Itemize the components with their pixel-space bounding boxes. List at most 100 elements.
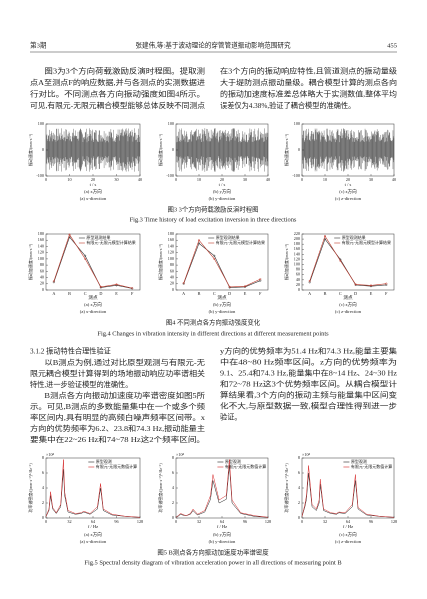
panel-label-en: (b) y-direction <box>209 539 236 544</box>
x-tick-label: D <box>99 291 102 296</box>
x-tick-label: 20 <box>91 177 95 182</box>
y-tick-label: 180 <box>168 231 174 236</box>
y-tick-label: 0 <box>172 287 174 292</box>
y-tick-label: 0 <box>172 147 174 152</box>
header-title: 张建伟,等:基于波动理论的穿管管道振动影响范围研究 <box>135 41 291 50</box>
body-line: 点A至测点F的响应数据,并与各测点的实测数据进 <box>30 78 205 87</box>
point-marker <box>52 280 55 283</box>
y-axis-label: 功率谱密度/((mm·s⁻²)²·Hz⁻¹) <box>157 463 163 513</box>
y-tick-label: 0 <box>298 515 300 520</box>
legend-label: 有限元-无限元数值计算 <box>96 463 137 469</box>
point-marker <box>213 254 216 257</box>
plot-frame <box>45 233 141 291</box>
x-tick-label: A <box>52 291 55 296</box>
point-marker <box>385 282 388 285</box>
body-line: 算结果看,3个方向的振动主频与能量集中区间变 <box>220 391 397 400</box>
x-tick-label: 0 <box>175 519 177 524</box>
panel-label-cn: (b) y方向 <box>213 188 231 195</box>
panel-label-cn: (b) y方向 <box>213 301 231 308</box>
x-tick-label: 20 <box>346 177 350 182</box>
point-marker <box>370 284 373 287</box>
y-tick-label: 20 <box>296 282 300 287</box>
x-tick-label: E <box>244 291 247 296</box>
y-tick-label: 180 <box>38 231 44 236</box>
body-line: 示。可见,B测点的多数能量集中在一个或多个频 <box>30 402 205 411</box>
body-line: 要集中在22~26 Hz和74~78 Hz这2个频率区间。 <box>30 435 205 444</box>
y-tick-label: 100 <box>168 256 174 261</box>
panel-label-cn: (c) z方向 <box>339 531 357 538</box>
y-axis-label: 功率谱密度/((mm·s⁻²)²·Hz⁻¹) <box>27 463 33 513</box>
series-line <box>309 235 387 286</box>
y-axis-label: 振动加速度/(mm·s⁻²) <box>27 243 33 280</box>
y-tick-label: 60 <box>296 272 300 277</box>
x-tick-label: 32 <box>323 519 327 524</box>
panel-label-en: (c) z-direction <box>335 309 362 314</box>
y-tick-label: 2 <box>298 500 300 505</box>
y-multiplier: ×10⁴ <box>46 452 55 457</box>
series-line <box>301 465 395 518</box>
y-tick-label: 80 <box>296 267 300 272</box>
y-tick-label: 20 <box>40 281 44 286</box>
x-tick-label: E <box>370 291 373 296</box>
point-marker <box>243 285 246 288</box>
body-line: 误差仅为4.38%,验证了耦合模型的准确性。 <box>220 101 355 110</box>
y-tick-label: 160 <box>294 246 300 251</box>
y-tick-label: 140 <box>168 243 174 248</box>
y-tick-label: 0 <box>298 147 300 152</box>
body-line: 方向的优势频率为6.2、23.8和74.3 Hz,振动能量主 <box>30 424 205 433</box>
point-marker <box>182 282 185 285</box>
body-line: 特性,进一步验证模型的准确性。 <box>30 380 132 389</box>
body-line: 在3个方向的振动响应特性,且管道测点的振动量级 <box>220 67 397 76</box>
point-marker <box>385 283 388 286</box>
body-line: 以B测点为例,通过对比原型观测与有限元-无 <box>44 358 205 367</box>
x-tick-label: 64 <box>220 519 225 524</box>
y-tick-label: 100 <box>38 256 44 261</box>
x-axis-label: f / Hz <box>217 524 227 529</box>
x-tick-label: A <box>182 291 185 296</box>
x-axis-label: 测点 <box>88 294 98 301</box>
figure-caption-en: Fig.5 Spectral density diagram of vibrat… <box>84 559 341 566</box>
plot-frame <box>301 233 395 291</box>
point-marker <box>324 235 327 238</box>
point-marker <box>308 280 311 283</box>
x-tick-label: 30 <box>243 177 247 182</box>
x-tick-label: C <box>339 291 342 296</box>
y-tick-label: 120 <box>294 256 300 261</box>
y-tick-label: 4 <box>172 485 175 490</box>
header-page: 455 <box>387 43 398 50</box>
y-tick-label: 60 <box>170 268 174 273</box>
y-axis-label: 振动加速度/(mm·s⁻²) <box>283 243 289 280</box>
legend-label: 有限元-无限元模型计算结果 <box>86 239 135 245</box>
point-marker <box>213 257 216 260</box>
x-tick-label: 128 <box>265 519 271 524</box>
figure-caption-en: Fig.3 Time history of load excitation in… <box>130 216 297 223</box>
panel-label-en: (a) x-direction <box>80 539 107 544</box>
point-marker <box>308 281 311 284</box>
legend-label: 有限元-无限元模型计算结果 <box>216 239 265 245</box>
y-tick-label: 4 <box>42 485 45 490</box>
x-tick-label: 10 <box>67 177 71 182</box>
x-tick-label: F <box>259 291 262 296</box>
panel-label-en: (c) z-direction <box>335 196 362 201</box>
body-line: 的振动加速度标准差总体略大于实测数值,整体平均 <box>220 90 397 99</box>
x-tick-label: 64 <box>91 519 96 524</box>
panel-label-en: (a) x-direction <box>80 309 107 314</box>
x-tick-label: 64 <box>346 519 351 524</box>
series-line <box>53 236 133 289</box>
y-axis-label: 功率谱密度/((mm·s⁻²)²·Hz⁻¹) <box>283 463 289 513</box>
y-tick-label: 100 <box>294 262 300 267</box>
y-tick-label: 6 <box>298 470 300 475</box>
body-line: 9.1、25.4和74.3 Hz,能量集中在8~14 Hz、24~30 Hz <box>220 369 397 378</box>
header-issue: 第3期 <box>30 41 47 50</box>
x-tick-label: C <box>213 291 216 296</box>
x-tick-label: 32 <box>67 519 71 524</box>
signal-texture <box>176 128 268 172</box>
point-marker <box>131 287 134 290</box>
y-tick-label: 2 <box>42 500 44 505</box>
x-axis-label: t / s <box>219 182 226 187</box>
point-marker <box>115 283 118 286</box>
body-line: 和72~78 Hz这3个优势频率区间。从耦合模型计 <box>220 380 397 389</box>
y-tick-label: 80 <box>40 262 44 267</box>
panel-label-en: (a) x-direction <box>80 196 107 201</box>
